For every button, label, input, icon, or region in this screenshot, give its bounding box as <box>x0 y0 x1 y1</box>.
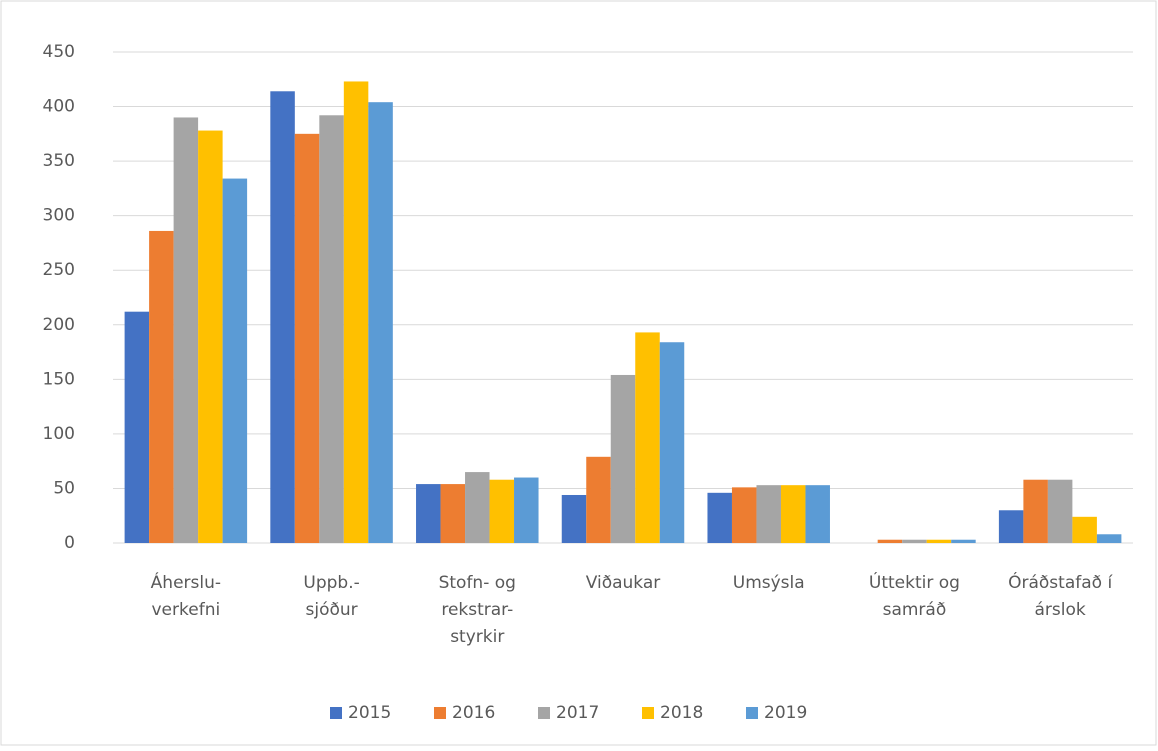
legend-swatch <box>434 707 446 719</box>
legend-swatch <box>538 707 550 719</box>
bar <box>222 178 248 543</box>
bar <box>926 539 952 543</box>
y-tick-label: 0 <box>64 533 75 553</box>
bar <box>586 456 611 543</box>
legend-label: 2017 <box>556 703 599 723</box>
y-tick-label: 400 <box>43 97 75 117</box>
bar <box>514 477 539 543</box>
bar <box>805 485 830 543</box>
bar <box>1072 516 1097 543</box>
bar <box>635 332 660 543</box>
bar <box>124 311 150 543</box>
legend-label: 2018 <box>660 703 703 723</box>
bar <box>416 484 441 543</box>
legend-swatch <box>642 707 654 719</box>
y-tick-label: 100 <box>43 424 75 444</box>
bar <box>1023 479 1048 543</box>
bar <box>756 485 781 543</box>
legend-swatch <box>746 707 758 719</box>
bar <box>270 91 295 543</box>
bar <box>731 487 757 543</box>
bar <box>877 539 903 543</box>
y-tick-label: 350 <box>43 151 75 171</box>
bar <box>951 539 976 543</box>
bar <box>149 230 174 544</box>
x-tick-label: Viðaukar <box>586 573 661 593</box>
legend-label: 2015 <box>348 703 391 723</box>
bar <box>998 510 1024 543</box>
bar <box>319 115 344 543</box>
legend-swatch <box>330 707 342 719</box>
x-tick-label: Uppb.-sjóður <box>303 573 359 620</box>
bar <box>489 479 515 543</box>
bar <box>780 485 806 543</box>
y-tick-label: 200 <box>43 315 75 335</box>
x-tick-label: Stofn- og rekstrar-styrkir <box>439 573 516 647</box>
bar <box>343 81 369 544</box>
bar <box>1096 534 1122 543</box>
bar <box>294 133 320 544</box>
bar <box>610 374 636 543</box>
y-tick-label: 300 <box>43 206 75 226</box>
y-tick-label: 150 <box>43 369 75 389</box>
x-tick-label: Áherslu-verkefni <box>151 571 221 620</box>
bar <box>1047 479 1073 543</box>
bar <box>198 130 223 543</box>
bar <box>707 492 732 543</box>
bar <box>561 494 587 543</box>
bar <box>173 117 199 543</box>
legend-label: 2016 <box>452 703 495 723</box>
bar <box>440 484 466 543</box>
bar <box>465 472 490 543</box>
y-tick-label: 50 <box>53 478 75 498</box>
bar <box>902 539 927 543</box>
y-tick-label: 450 <box>43 42 75 62</box>
bar <box>368 102 393 544</box>
x-tick-label: Umsýsla <box>733 573 805 593</box>
bar <box>659 342 685 543</box>
legend-label: 2019 <box>764 703 807 723</box>
x-tick-label: Úttektir og samráð <box>869 571 960 620</box>
x-tick-label: Óráðstafað í árslok <box>1008 571 1113 620</box>
y-tick-label: 250 <box>43 260 75 280</box>
